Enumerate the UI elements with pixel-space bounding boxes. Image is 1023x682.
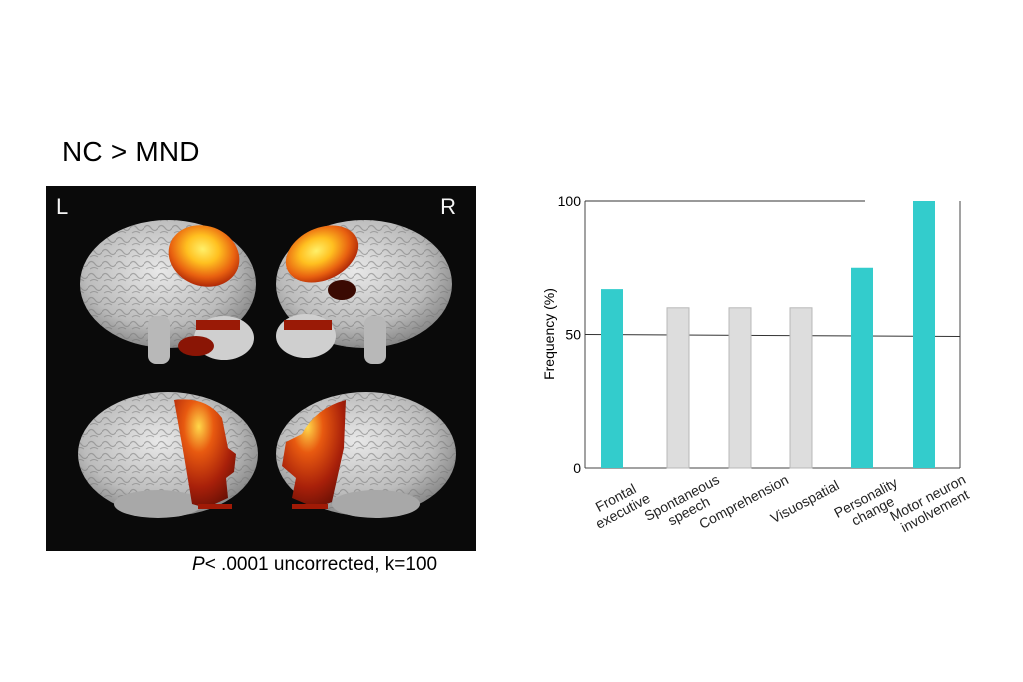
bar-1 (666, 307, 690, 469)
brain-top-left (80, 220, 256, 364)
figure-title: NC > MND (62, 136, 200, 167)
x-tick-label: Personalitychange (831, 474, 907, 534)
bar-2 (728, 307, 752, 469)
y-tick-label: 50 (565, 327, 581, 343)
brain-activation-panel: L R (46, 186, 476, 551)
y-tick-label: 0 (573, 460, 581, 476)
bar-0 (601, 289, 623, 468)
x-tick-label: Frontalexecutive (586, 477, 653, 532)
x-tick-label: Spontaneousspeech (641, 471, 728, 537)
p-symbol: P (192, 554, 205, 575)
brain-bottom-right (276, 392, 456, 518)
plot-area: 050100FrontalexecutiveSpontaneousspeechC… (558, 193, 975, 537)
brain-top-right (276, 220, 452, 364)
y-tick-label: 100 (558, 193, 582, 209)
bar-5 (913, 201, 935, 468)
reference-line-50 (584, 334, 961, 337)
left-hemisphere-label: L (56, 194, 69, 219)
brain-renderings (78, 220, 456, 518)
bar-3 (789, 307, 813, 469)
y-axis-label: Frequency (%) (541, 288, 557, 380)
bar-4 (851, 267, 873, 468)
brain-bottom-left (78, 392, 258, 518)
significance-caption: P< .0001 uncorrected, k=100 (192, 554, 437, 576)
frequency-bar-chart: 050100FrontalexecutiveSpontaneousspeechC… (541, 193, 975, 537)
caption-threshold: < .0001 uncorrected, k=100 (204, 554, 438, 575)
x-tick-label: Motor neuroninvolvement (887, 471, 975, 537)
right-hemisphere-label: R (440, 194, 456, 219)
